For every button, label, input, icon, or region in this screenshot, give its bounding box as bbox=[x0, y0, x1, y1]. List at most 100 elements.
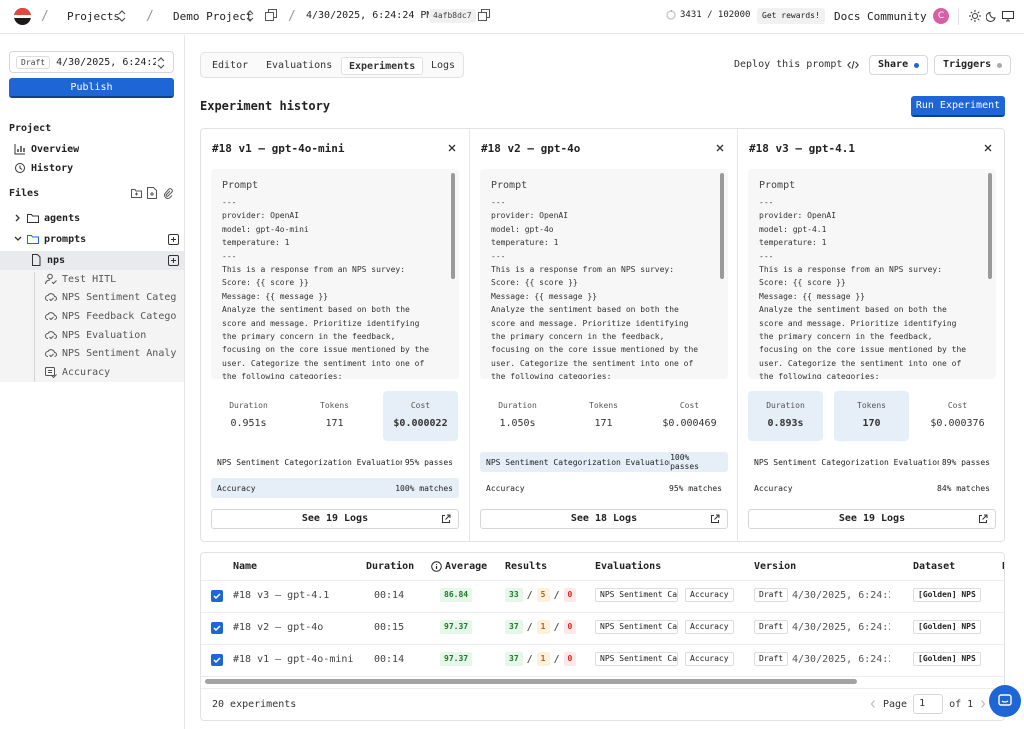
metric-value: 171 bbox=[594, 418, 613, 429]
col-header-duration[interactable]: Duration bbox=[366, 561, 415, 572]
chevron-updown-icon[interactable] bbox=[246, 10, 254, 22]
checkbox-checked-icon[interactable] bbox=[211, 622, 223, 634]
table-row[interactable]: #18 v1 — gpt-4o-mini 00:14 97.37 37/1/0 … bbox=[201, 644, 1004, 676]
evaluation-pill: NPS Sentiment Categorization bbox=[595, 588, 678, 602]
prompt-preview[interactable]: Prompt --- provider: OpenAI model: gpt-4… bbox=[748, 169, 996, 379]
page-input[interactable]: 1 bbox=[913, 694, 944, 714]
copy-icon[interactable] bbox=[265, 9, 277, 21]
evaluation-pill: NPS Sentiment Categorization bbox=[595, 620, 678, 634]
version-badge: Draft bbox=[754, 620, 789, 634]
run-experiment-button[interactable]: Run Experiment bbox=[911, 96, 1005, 117]
tab-experiments[interactable]: Experiments bbox=[341, 57, 424, 75]
commit-timestamp[interactable]: 4/30/2025, 6:24:24 PM bbox=[306, 10, 433, 21]
add-file-icon[interactable] bbox=[168, 255, 179, 266]
child-nps-sentiment-categorization[interactable]: NPS Sentiment Categorization bbox=[45, 288, 177, 306]
col-header-dataset[interactable]: Dataset bbox=[913, 561, 956, 572]
eval-result-row[interactable]: Accuracy 100% matches bbox=[211, 478, 459, 498]
scrollbar[interactable] bbox=[451, 173, 455, 279]
see-logs-button[interactable]: See 18 Logs bbox=[480, 509, 728, 529]
folder-agents[interactable]: agents bbox=[14, 209, 198, 227]
col-header-evaluations[interactable]: Evaluations bbox=[595, 561, 662, 572]
new-file-icon[interactable] bbox=[147, 187, 157, 199]
add-file-icon[interactable] bbox=[168, 234, 179, 245]
chat-support-button[interactable] bbox=[989, 685, 1021, 717]
info-icon[interactable] bbox=[431, 561, 442, 572]
child-nps-evaluation[interactable]: NPS Evaluation bbox=[45, 326, 177, 344]
chevron-updown-icon bbox=[157, 57, 165, 69]
col-header-name[interactable]: Name bbox=[233, 561, 258, 572]
avatar[interactable]: C bbox=[933, 8, 949, 24]
close-icon[interactable] bbox=[448, 144, 456, 152]
see-logs-button[interactable]: See 19 Logs bbox=[211, 509, 459, 529]
eval-name: Accuracy bbox=[754, 483, 793, 493]
error-count: 0 bbox=[563, 620, 577, 634]
scrollbar[interactable] bbox=[720, 173, 724, 279]
tab-evaluations[interactable]: Evaluations bbox=[266, 60, 333, 71]
see-logs-button[interactable]: See 19 Logs bbox=[748, 509, 996, 529]
child-accuracy[interactable]: Accuracy bbox=[45, 363, 177, 381]
eval-result-row[interactable]: NPS Sentiment Categorization Evaluation 1… bbox=[480, 452, 728, 472]
checkbox-checked-icon[interactable] bbox=[211, 590, 223, 602]
metric-value: $0.000376 bbox=[930, 418, 985, 429]
share-button[interactable]: Share bbox=[869, 55, 929, 75]
prompt-preview[interactable]: Prompt --- provider: OpenAI model: gpt-4… bbox=[211, 169, 459, 379]
triggers-button[interactable]: Triggers bbox=[934, 55, 1012, 75]
tab-logs[interactable]: Logs bbox=[431, 60, 456, 71]
breadcrumb-projects[interactable]: Projects bbox=[67, 10, 120, 23]
metric-duration: Duration 0.893s bbox=[748, 391, 823, 441]
folder-prompts[interactable]: prompts bbox=[14, 230, 198, 248]
docs-link[interactable]: Docs bbox=[834, 10, 861, 23]
breadcrumb-project[interactable]: Demo Project bbox=[173, 10, 253, 23]
table-row[interactable]: #18 v3 — gpt-4.1 00:14 86.84 33/5/0 NPS … bbox=[201, 580, 1004, 612]
sun-icon[interactable] bbox=[969, 10, 981, 22]
moon-icon[interactable] bbox=[986, 10, 998, 22]
table-row[interactable]: #18 v2 — gpt-4o 00:15 97.37 37/1/0 NPS S… bbox=[201, 612, 1004, 644]
community-link[interactable]: Community bbox=[867, 10, 927, 23]
chevron-right-icon[interactable] bbox=[979, 699, 987, 709]
separator: / bbox=[553, 621, 560, 633]
prompt-preview[interactable]: Prompt --- provider: OpenAI model: gpt-4… bbox=[480, 169, 728, 379]
tab-editor[interactable]: Editor bbox=[212, 60, 249, 71]
metric-label: Duration bbox=[229, 401, 268, 410]
eval-result-row[interactable]: Accuracy 95% matches bbox=[480, 478, 728, 498]
deploy-prompt-link[interactable]: Deploy this prompt bbox=[734, 59, 860, 70]
results-badges: 37/1/0 bbox=[505, 620, 577, 634]
bar-chart-icon bbox=[14, 144, 25, 155]
col-header-results[interactable]: Results bbox=[505, 561, 548, 572]
eval-result-row[interactable]: Accuracy 84% matches bbox=[748, 478, 996, 498]
file-nps[interactable]: nps bbox=[30, 251, 170, 269]
get-rewards-button[interactable]: Get rewards! bbox=[757, 8, 825, 24]
experiment-name: #18 v3 — gpt-4.1 bbox=[233, 590, 330, 601]
average-badge: 86.84 bbox=[440, 588, 473, 602]
col-header-more: D bbox=[1002, 561, 1004, 572]
new-folder-icon[interactable] bbox=[131, 188, 142, 198]
sidebar-item-overview[interactable]: Overview bbox=[14, 140, 198, 158]
version-selector[interactable]: Draft 4/30/2025, 6:24:24 PM bbox=[9, 51, 174, 73]
close-icon[interactable] bbox=[984, 144, 992, 152]
checkbox-checked-icon[interactable] bbox=[211, 654, 223, 666]
close-icon[interactable] bbox=[716, 144, 724, 152]
monitor-icon[interactable] bbox=[1002, 10, 1014, 22]
attachment-icon[interactable] bbox=[163, 187, 173, 199]
child-nps-feedback-categorization[interactable]: NPS Feedback Categorization bbox=[45, 307, 177, 325]
chevron-updown-icon[interactable] bbox=[118, 10, 126, 22]
horizontal-scrollbar[interactable] bbox=[205, 679, 857, 684]
sidebar-item-history[interactable]: History bbox=[14, 159, 198, 177]
failed-count: 5 bbox=[536, 588, 550, 602]
publish-button[interactable]: Publish bbox=[9, 78, 174, 98]
child-nps-sentiment-analysis[interactable]: NPS Sentiment Analysis bbox=[45, 344, 177, 362]
col-header-version[interactable]: Version bbox=[754, 561, 797, 572]
page-title: Experiment history bbox=[200, 99, 331, 113]
eval-result-row[interactable]: NPS Sentiment Categorization Evaluation 8… bbox=[748, 452, 996, 472]
child-test-hitl[interactable]: Test HITL bbox=[45, 270, 183, 288]
divider bbox=[201, 580, 1004, 581]
logo-icon[interactable] bbox=[14, 8, 31, 25]
chevron-left-icon[interactable] bbox=[869, 699, 877, 709]
file-children bbox=[0, 270, 184, 382]
col-header-average[interactable]: Average bbox=[445, 561, 488, 572]
external-link-icon bbox=[979, 514, 988, 523]
eval-result-row[interactable]: NPS Sentiment Categorization Evaluation 9… bbox=[211, 452, 459, 472]
copy-icon[interactable] bbox=[478, 9, 490, 21]
child-label: NPS Sentiment Categorization bbox=[62, 291, 177, 303]
scrollbar[interactable] bbox=[988, 173, 992, 279]
